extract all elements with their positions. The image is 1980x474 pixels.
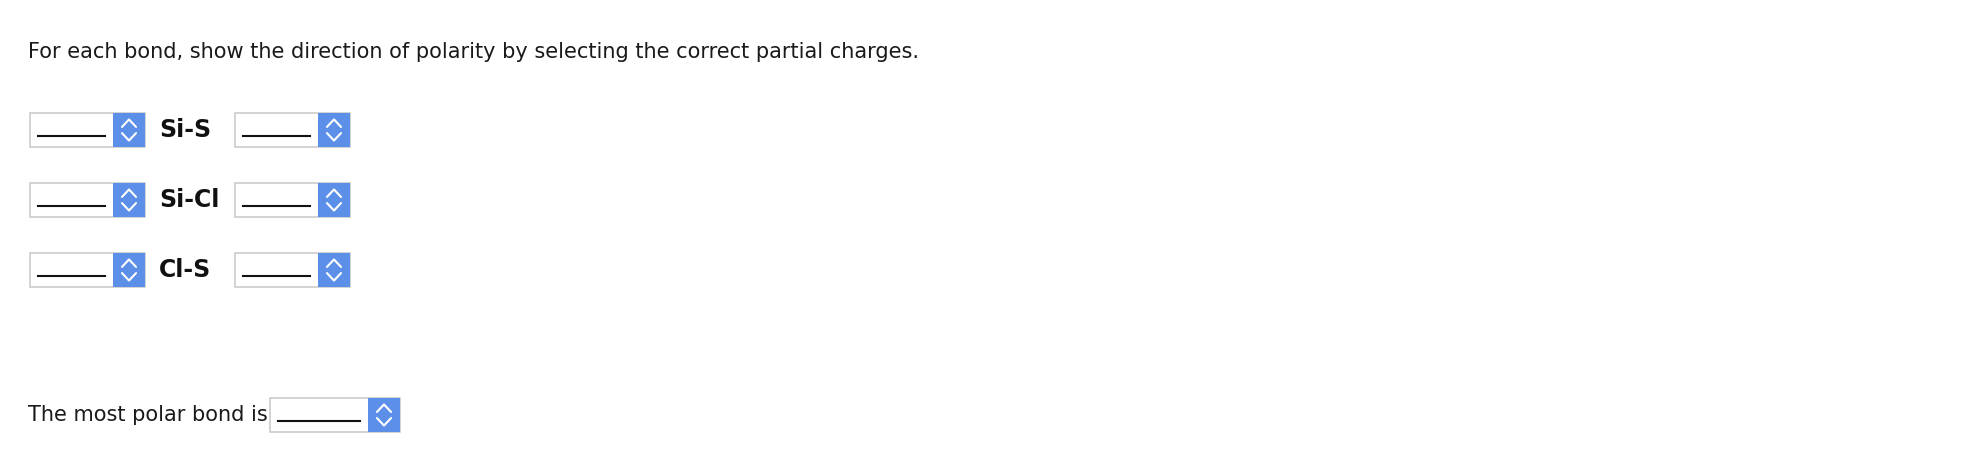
Text: Si-S: Si-S [158, 118, 212, 142]
FancyBboxPatch shape [113, 113, 145, 147]
Text: The most polar bond is: The most polar bond is [28, 405, 267, 425]
FancyBboxPatch shape [236, 183, 350, 217]
FancyBboxPatch shape [30, 183, 145, 217]
Text: For each bond, show the direction of polarity by selecting the correct partial c: For each bond, show the direction of pol… [28, 42, 919, 62]
Text: Cl-S: Cl-S [158, 258, 212, 282]
FancyBboxPatch shape [236, 113, 350, 147]
FancyBboxPatch shape [319, 253, 350, 287]
FancyBboxPatch shape [269, 398, 400, 432]
FancyBboxPatch shape [319, 113, 350, 147]
FancyBboxPatch shape [236, 253, 350, 287]
FancyBboxPatch shape [113, 253, 145, 287]
FancyBboxPatch shape [30, 113, 145, 147]
FancyBboxPatch shape [30, 253, 145, 287]
Text: Si-Cl: Si-Cl [158, 188, 220, 212]
FancyBboxPatch shape [368, 398, 400, 432]
FancyBboxPatch shape [319, 183, 350, 217]
FancyBboxPatch shape [113, 183, 145, 217]
